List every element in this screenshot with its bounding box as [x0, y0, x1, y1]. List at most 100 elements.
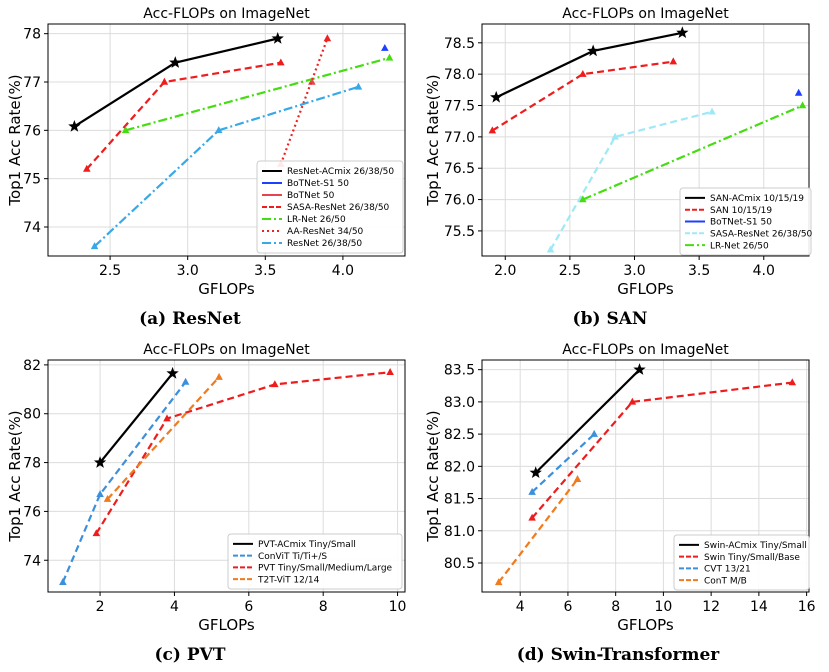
y-axis-label: Top1 Acc Rate(%): [6, 74, 24, 206]
data-point-star: [68, 119, 81, 132]
legend-label: SASA-ResNet 26/38/50: [287, 203, 390, 213]
data-point-star: [633, 363, 646, 375]
legend-label: AA-ResNet 34/50: [287, 227, 364, 237]
y-tick-label: 81.5: [444, 492, 475, 508]
legend-label: Swin-ACmix Tiny/Small: [704, 541, 807, 551]
data-point-triangle: [798, 101, 807, 109]
x-tick-label: 10: [654, 599, 672, 615]
legend-label: PVT Tiny/Small/Medium/Large: [258, 564, 393, 574]
y-tick-label: 80: [23, 407, 41, 423]
y-tick-label: 78.5: [444, 36, 475, 52]
data-point-triangle: [386, 368, 394, 375]
series-line-5: [279, 38, 329, 165]
x-tick-label: 4.0: [753, 263, 775, 279]
caption-b: (b) SAN: [572, 309, 648, 329]
data-point-triangle: [381, 43, 389, 51]
data-point-triangle: [90, 242, 99, 250]
legend-label: ConViT Ti/Ti+/S: [258, 552, 327, 562]
legend-box: [673, 534, 810, 591]
x-tick-label: 8: [611, 599, 620, 615]
y-tick-label: 74: [23, 220, 41, 236]
data-point-triangle: [323, 34, 332, 42]
x-axis-label: GFLOPs: [198, 616, 255, 634]
caption-d: (d) Swin-Transformer: [516, 645, 720, 665]
x-tick-label: 6: [563, 599, 572, 615]
x-tick-label: 2: [96, 599, 105, 615]
x-tick-label: 4: [170, 599, 179, 615]
data-point-triangle: [385, 53, 394, 61]
data-point-star: [166, 366, 179, 379]
x-tick-label: 2.5: [99, 263, 121, 279]
data-point-triangle: [277, 58, 285, 66]
chart-panel-3: 4 6 8 10 12 14 16 80.5 81.0 81.5 82.0 82.5 83.0 83.5 A…: [424, 342, 816, 634]
y-tick-label: 80.5: [444, 556, 475, 572]
data-point-star: [676, 26, 689, 39]
legend-label: ResNet-ACmix 26/38/50: [287, 167, 394, 177]
legend-label: ConT M/B: [704, 576, 747, 586]
legend-box: [227, 533, 403, 590]
x-tick-label: 16: [798, 599, 816, 615]
data-point-triangle: [103, 495, 112, 502]
data-point-triangle: [96, 490, 104, 498]
y-tick-label: 76: [23, 504, 41, 520]
data-point-triangle: [788, 378, 797, 386]
x-tick-label: 2.0: [494, 263, 516, 279]
series-line-0: [534, 368, 641, 474]
data-point-triangle: [590, 429, 598, 437]
chart-legend: Swin-ACmix Tiny/Small Swin Tiny/Small/Bas…: [673, 534, 810, 591]
y-tick-label: 77.0: [444, 130, 475, 146]
data-point-triangle: [611, 132, 619, 140]
data-point-triangle: [83, 164, 91, 172]
data-point-triangle: [354, 82, 363, 90]
data-point-triangle: [528, 487, 536, 495]
legend-label: LR-Net 26/50: [710, 241, 769, 251]
data-point-triangle: [488, 126, 497, 134]
data-point-triangle: [214, 126, 223, 134]
plot-frame: [481, 359, 810, 593]
data-point-triangle: [121, 126, 130, 134]
chart-panel-0: 2.5 3.0 3.5 4.0 74 75 76 77 78 Acc-FLOPs on Image…: [6, 6, 406, 298]
y-axis-label: Top1 Acc Rate(%): [424, 410, 442, 542]
x-tick-label: 6: [244, 599, 253, 615]
chart-legend: SAN-ACmix 10/15/19 SAN 10/15/19 BoTNet-S1 …: [679, 187, 813, 256]
x-tick-label: 3.0: [177, 263, 199, 279]
legend-label: SAN 10/15/19: [710, 206, 772, 216]
x-tick-label: 3.5: [688, 263, 710, 279]
data-point-triangle: [579, 69, 587, 77]
y-tick-label: 78.0: [444, 67, 475, 83]
caption-a: (a) ResNet: [139, 309, 241, 329]
data-point-triangle: [59, 578, 67, 585]
x-axis-label: GFLOPs: [617, 616, 674, 634]
chart-panel-1: 2.0 2.5 3.0 3.5 4.0 75.5 76.0 76.5 77.0 77.5 78.0 7…: [424, 6, 813, 298]
legend-label: PVT-ACmix Tiny/Small: [258, 540, 356, 550]
legend-label: Swin Tiny/Small/Base: [704, 553, 800, 563]
y-tick-label: 78: [23, 456, 41, 472]
chart-panel-2: 2 4 6 8 10 74 76 78 80 82 Acc-FLOPs on ImageNet GFL…: [6, 342, 406, 634]
y-tick-label: 82.5: [444, 427, 475, 443]
data-point-star: [490, 90, 503, 103]
y-tick-label: 78: [23, 27, 41, 43]
legend-label: ResNet 26/38/50: [287, 239, 362, 249]
series-line-3: [106, 376, 220, 500]
data-point-star: [271, 32, 284, 44]
y-axis-label: Top1 Acc Rate(%): [424, 74, 442, 206]
y-tick-label: 74: [23, 553, 41, 569]
legend-label: SAN-ACmix 10/15/19: [710, 194, 804, 204]
y-tick-label: 83.0: [444, 395, 475, 411]
chart-title: Acc-FLOPs on ImageNet: [143, 342, 310, 358]
y-tick-label: 77: [23, 75, 41, 91]
legend-label: T2T-ViT 12/14: [257, 575, 320, 585]
data-point-star: [93, 456, 107, 468]
data-point-triangle: [528, 513, 536, 521]
legend-label: SASA-ResNet 26/38/50: [710, 230, 813, 240]
data-point-triangle: [794, 88, 803, 96]
data-point-triangle: [573, 475, 582, 482]
y-tick-label: 75: [23, 172, 41, 188]
series-line-1: [531, 381, 793, 519]
plot-frame: [47, 23, 406, 257]
y-tick-label: 76.0: [444, 193, 475, 209]
x-tick-label: 14: [750, 599, 768, 615]
legend-label: LR-Net 26/50: [287, 215, 346, 225]
data-point-triangle: [579, 195, 587, 203]
